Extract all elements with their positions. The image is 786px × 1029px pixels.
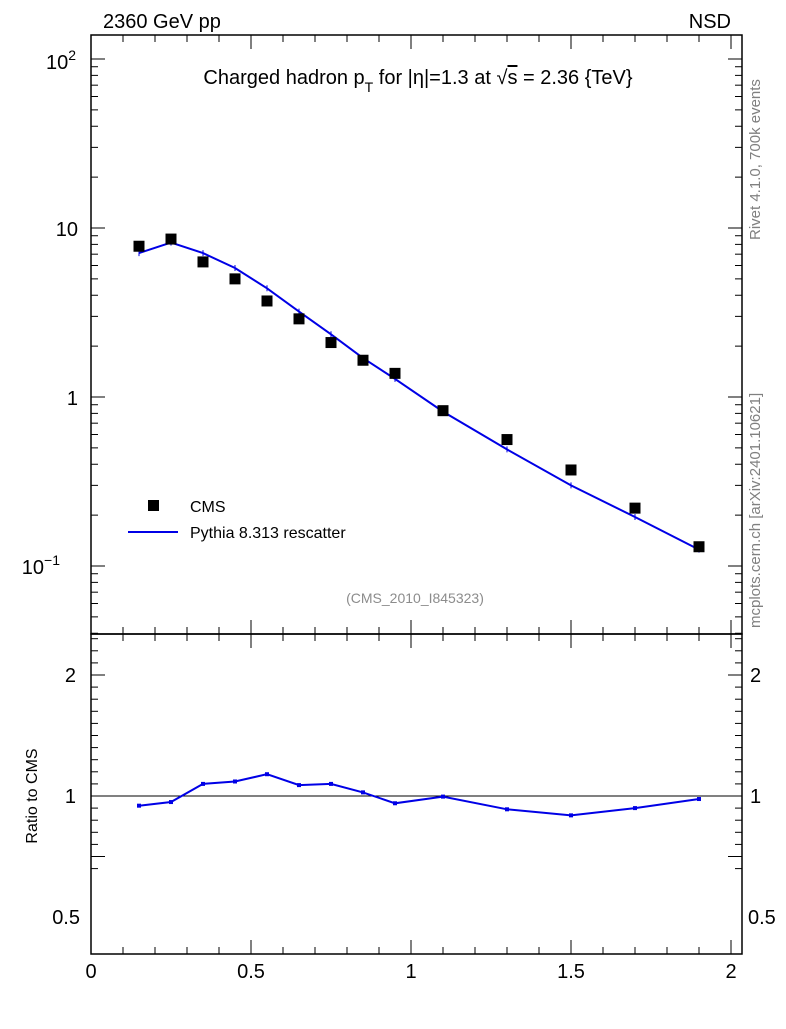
pythia-line	[138, 241, 700, 551]
ratio-point	[393, 801, 397, 806]
ratio-point	[297, 783, 301, 788]
main-panel-frame	[90, 34, 743, 635]
ratio-y-tick-label-right-1: 1	[750, 786, 761, 808]
y-tick-label-1: 1	[67, 388, 78, 410]
x-tick-label-1.5: 1.5	[557, 961, 585, 983]
y-tick-label-0.1: 10−1	[22, 552, 60, 579]
y-tick-label-100: 102	[46, 47, 76, 74]
header-right: NSD	[689, 11, 731, 33]
ratio-point	[265, 772, 269, 777]
cms-data-point	[133, 240, 145, 252]
ratio-panel-frame	[90, 633, 743, 955]
legend: CMS Pythia 8.313 rescatter	[128, 499, 346, 542]
x-tick-label-2: 2	[725, 961, 736, 983]
ratio-point	[361, 790, 365, 795]
cms-data-point	[197, 256, 209, 268]
axis-ticks	[90, 35, 742, 954]
ratio-point	[169, 800, 173, 805]
legend-pythia-label: Pythia 8.313 rescatter	[190, 525, 346, 542]
header-left: 2360 GeV pp	[103, 11, 221, 33]
ratio-y-tick-label-right-2: 2	[750, 665, 761, 687]
ratio-point	[137, 803, 141, 808]
ratio-point	[569, 813, 573, 818]
ratio-y-tick-label-right-0.5: 0.5	[748, 907, 776, 929]
ratio-point	[201, 781, 205, 786]
cms-data-point	[693, 541, 705, 553]
analysis-tag: (CMS_2010_I845323)	[346, 590, 484, 606]
y-tick-label-10: 10	[56, 219, 78, 241]
cms-data-point	[501, 434, 513, 446]
ratio-point	[233, 779, 237, 784]
x-tick-label-0.5: 0.5	[237, 961, 265, 983]
legend-cms-label: CMS	[190, 499, 226, 516]
cms-data-point	[165, 233, 177, 245]
ratio-point	[441, 794, 445, 799]
cms-data-point	[357, 354, 369, 366]
ratio-line	[138, 773, 700, 817]
cms-data-point	[325, 337, 337, 349]
cms-data-point	[565, 464, 577, 476]
cms-data-point	[261, 295, 273, 307]
ratio-y-tick-label-0.5: 0.5	[52, 907, 80, 929]
main-plot-marks	[133, 233, 705, 553]
ratio-point	[633, 806, 637, 811]
mcplots-label: mcplots.cern.ch [arXiv:2401.10621]	[747, 393, 764, 628]
legend-cms-marker	[148, 500, 159, 511]
chart-title: Charged hadron pT for |η|=1.3 at √s = 2.…	[203, 67, 632, 95]
ratio-y-tick-label-2: 2	[65, 665, 76, 687]
x-tick-label-1: 1	[405, 961, 416, 983]
ratio-point	[505, 807, 509, 812]
rivet-label: Rivet 4.1.0, 700k events	[747, 79, 764, 240]
cms-data-point	[229, 273, 241, 285]
ratio-point	[329, 781, 333, 786]
ratio-ylabel: Ratio to CMS	[24, 748, 41, 843]
cms-data-point	[389, 367, 401, 379]
ratio-point	[697, 797, 701, 802]
ratio-y-tick-label-1: 1	[65, 786, 76, 808]
cms-data-point	[629, 502, 641, 514]
ratio-plot-marks	[137, 772, 701, 818]
x-tick-label-0: 0	[85, 961, 96, 983]
cms-data-point	[293, 313, 305, 325]
cms-data-point	[437, 405, 449, 417]
